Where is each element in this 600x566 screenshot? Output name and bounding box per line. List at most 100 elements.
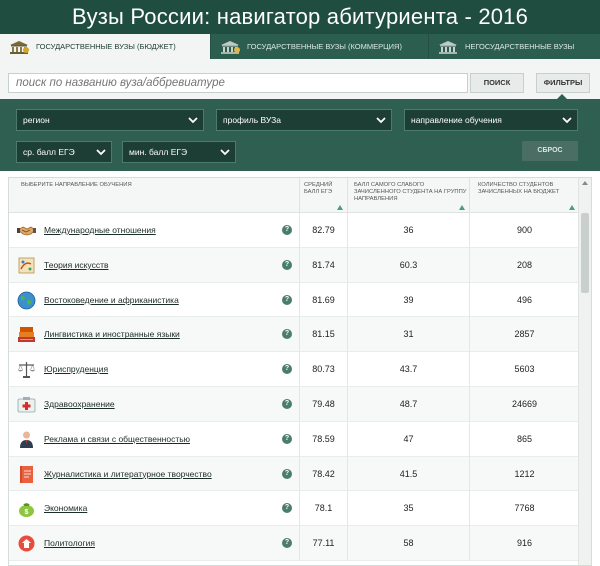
column-header-avg-label: Средний балл ЕГЭ — [304, 182, 333, 195]
table-row[interactable]: Политология ? 77.11 58 916 — [9, 526, 579, 561]
student-count-cell: 5603 — [469, 352, 579, 387]
search-input[interactable] — [8, 73, 468, 93]
help-icon[interactable]: ? — [282, 225, 292, 235]
region-select[interactable]: регион — [16, 109, 204, 131]
lowest-score-cell: 31 — [347, 317, 469, 353]
table-body: Международные отношения ? 82.79 36 900 Т… — [9, 213, 579, 561]
table-row[interactable]: $ Экономика ? 78.1 35 7768 — [9, 491, 579, 527]
books-icon — [18, 327, 35, 343]
table-row[interactable]: Журналистика и литературное творчество ?… — [9, 456, 579, 492]
tab-bar: Государственные вузы (бюджет) Государств… — [0, 34, 600, 59]
chevron-down-icon — [376, 117, 386, 124]
direction-link[interactable]: Реклама и связи с общественностью — [44, 433, 191, 444]
table-header: Выберите направление обучения Средний ба… — [9, 178, 579, 213]
table-row[interactable]: Международные отношения ? 82.79 36 900 — [9, 213, 579, 248]
avg-score-cell: 78.42 — [299, 456, 347, 492]
student-count-cell: 900 — [469, 213, 579, 248]
scrollbar-thumb[interactable] — [581, 213, 589, 293]
university-commercial-icon — [221, 40, 240, 54]
help-icon[interactable]: ? — [282, 468, 292, 479]
svg-text:$: $ — [25, 509, 29, 516]
column-header-avg[interactable]: Средний балл ЕГЭ — [299, 178, 347, 213]
student-count-cell: 865 — [469, 421, 579, 457]
direction-link[interactable]: Экономика — [44, 503, 88, 514]
scroll-up-icon[interactable] — [582, 181, 588, 185]
help-icon[interactable]: ? — [282, 538, 292, 549]
student-count-cell: 916 — [469, 526, 579, 561]
column-header-low[interactable]: Балл самого слабого зачисленного студент… — [347, 178, 469, 213]
help-icon[interactable]: ? — [282, 364, 292, 375]
column-header-count-label: Количество студентов зачисленных на бюдж… — [478, 182, 560, 195]
avg-score-cell: 80.73 — [299, 352, 347, 387]
notebook-icon — [20, 465, 33, 483]
column-header-count[interactable]: Количество студентов зачисленных на бюдж… — [469, 178, 579, 213]
direction-link[interactable]: Юриспруденция — [44, 364, 109, 375]
profile-select[interactable]: профиль ВУЗа — [216, 109, 392, 131]
chevron-down-icon — [562, 117, 572, 124]
person-icon — [20, 431, 33, 448]
student-count-cell: 496 — [469, 282, 579, 318]
table-row[interactable]: Здравоохранение ? 79.48 48.7 24669 — [9, 386, 579, 422]
globe-icon — [17, 291, 36, 309]
help-icon[interactable]: ? — [282, 503, 292, 514]
direction-link[interactable]: Международные отношения — [44, 225, 156, 235]
min-score-select[interactable]: мин. балл ЕГЭ — [122, 141, 236, 163]
table-scrollbar[interactable] — [578, 178, 591, 565]
direction-link[interactable]: Лингвистика и иностранные языки — [44, 329, 180, 340]
filters-panel: регион профиль ВУЗа направление обучения… — [0, 99, 600, 171]
profile-select-value: профиль ВУЗа — [223, 115, 282, 125]
money-bag-icon: $ — [19, 503, 34, 518]
chevron-down-icon — [96, 149, 106, 156]
avg-score-cell: 81.69 — [299, 282, 347, 318]
university-private-icon — [439, 40, 457, 54]
avg-score-select[interactable]: ср. балл ЕГЭ — [16, 141, 112, 163]
handshake-icon — [17, 226, 36, 236]
student-count-cell: 24669 — [469, 386, 579, 422]
min-score-select-value: мин. балл ЕГЭ — [129, 147, 188, 157]
table-row[interactable]: Юриспруденция ? 80.73 43.7 5603 — [9, 352, 579, 387]
help-icon[interactable]: ? — [282, 294, 292, 305]
filters-pointer — [556, 94, 568, 100]
search-button[interactable]: ПОИСК — [470, 73, 524, 93]
avg-score-cell: 78.59 — [299, 421, 347, 457]
direction-select[interactable]: направление обучения — [404, 109, 578, 131]
tab-state-budget[interactable]: Государственные вузы (бюджет) — [0, 34, 211, 59]
region-select-value: регион — [23, 115, 50, 125]
help-icon[interactable]: ? — [282, 398, 292, 409]
direction-link[interactable]: Здравоохранение — [44, 398, 115, 409]
table-row[interactable]: Реклама и связи с общественностью ? 78.5… — [9, 421, 579, 457]
column-header-low-label: Балл самого слабого зачисленного студент… — [354, 182, 467, 202]
lowest-score-cell: 58 — [347, 526, 469, 561]
first-aid-icon — [17, 396, 36, 413]
direction-link[interactable]: Политология — [44, 538, 95, 549]
help-icon[interactable]: ? — [282, 259, 292, 270]
avg-score-cell: 79.48 — [299, 386, 347, 422]
avg-score-cell: 81.15 — [299, 317, 347, 353]
column-header-name: Выберите направление обучения — [21, 182, 132, 188]
direction-link[interactable]: Теория искусств — [44, 259, 109, 270]
tab-label: Негосударственные вузы — [465, 42, 575, 51]
sort-arrow-icon — [459, 205, 465, 210]
table-row[interactable]: Теория искусств ? 81.74 60.3 208 — [9, 247, 579, 283]
student-count-cell: 7768 — [469, 491, 579, 527]
table-row[interactable]: Востоковедение и африканистика ? 81.69 3… — [9, 282, 579, 318]
avg-score-select-value: ср. балл ЕГЭ — [23, 147, 75, 157]
avg-score-cell: 81.74 — [299, 247, 347, 283]
direction-link[interactable]: Журналистика и литературное творчество — [44, 468, 212, 479]
lowest-score-cell: 60.3 — [347, 247, 469, 283]
reset-button[interactable]: СБРОС — [522, 141, 578, 161]
tab-label: Государственные вузы (бюджет) — [36, 42, 176, 51]
avg-score-cell: 82.79 — [299, 213, 347, 248]
filters-button[interactable]: ФИЛЬТРЫ — [536, 73, 590, 93]
avg-score-cell: 78.1 — [299, 491, 347, 527]
tab-private[interactable]: Негосударственные вузы — [429, 34, 600, 59]
help-icon[interactable]: ? — [282, 433, 292, 444]
lowest-score-cell: 47 — [347, 421, 469, 457]
politics-icon — [18, 535, 35, 552]
tab-state-commercial[interactable]: Государственные вузы (коммерция) — [211, 34, 429, 59]
table-row[interactable]: Лингвистика и иностранные языки ? 81.15 … — [9, 317, 579, 353]
help-icon[interactable]: ? — [282, 329, 292, 340]
direction-link[interactable]: Востоковедение и африканистика — [44, 294, 179, 305]
sort-arrow-icon — [569, 205, 575, 210]
avg-score-cell: 77.11 — [299, 526, 347, 561]
